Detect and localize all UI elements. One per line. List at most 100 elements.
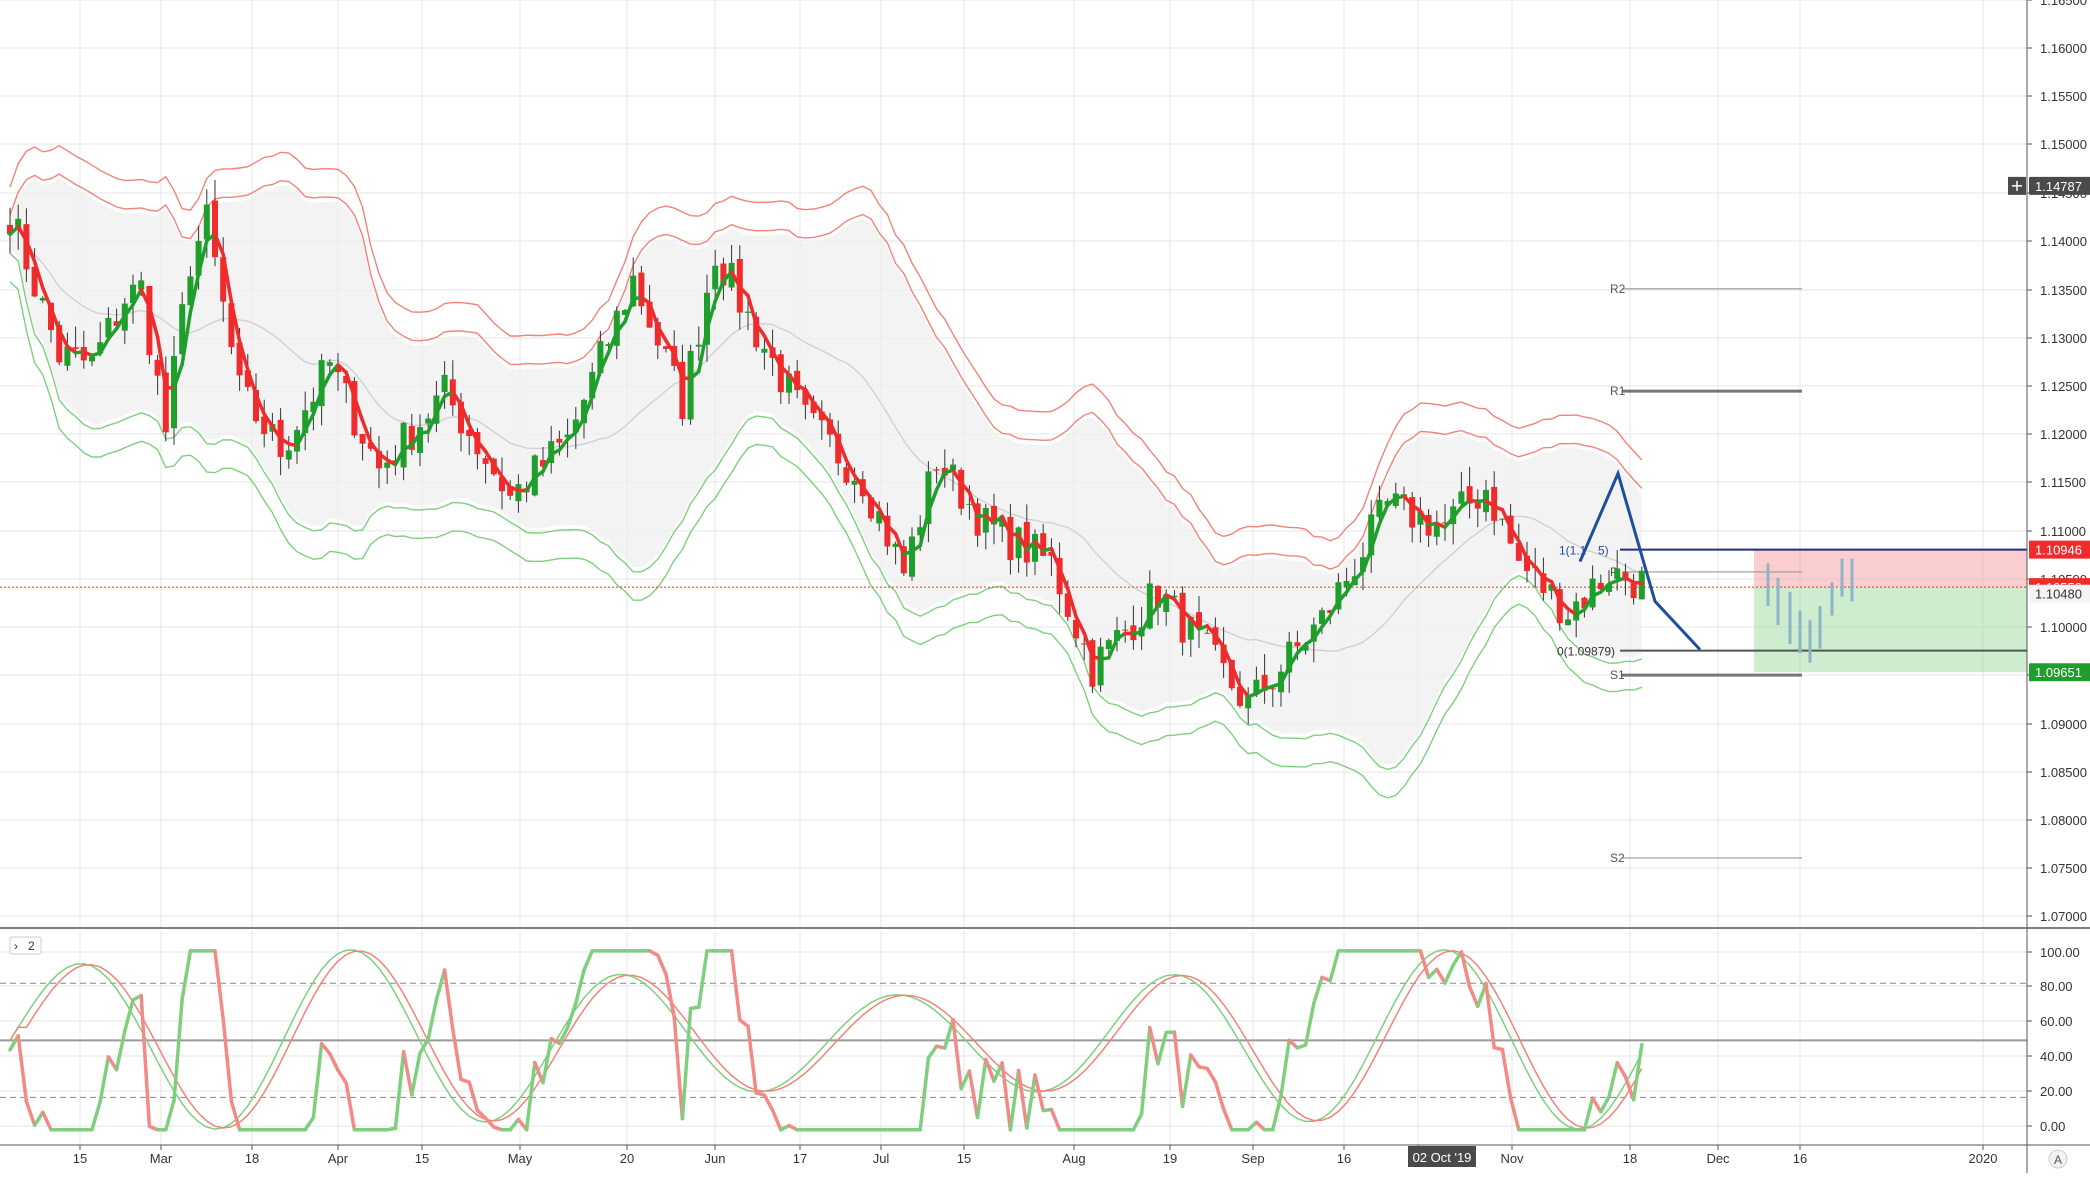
pivot-label-r1: R1: [1610, 384, 1626, 398]
candle: [417, 427, 423, 453]
candle: [893, 544, 899, 547]
candle: [1565, 619, 1571, 625]
cursor-date-label: 02 Oct '19: [1413, 1150, 1472, 1165]
candle: [204, 204, 210, 239]
candle: [1590, 579, 1596, 608]
candle: [1007, 517, 1013, 560]
candle: [89, 357, 95, 362]
candle: [909, 536, 915, 576]
price-tag-label: 1.14787: [2035, 179, 2082, 194]
osc-tick-label: 40.00: [2040, 1049, 2073, 1064]
candle: [171, 356, 177, 428]
price-tick-label: 1.09000: [2040, 717, 2087, 732]
candle: [286, 450, 292, 459]
candle: [556, 439, 562, 443]
candle: [1032, 534, 1038, 562]
candle: [1024, 522, 1030, 563]
crosshair-plus-icon: [2008, 177, 2026, 195]
candle: [1614, 568, 1620, 578]
price-tick-label: 1.15000: [2040, 137, 2087, 152]
candle: [761, 349, 767, 353]
candle: [1475, 503, 1481, 509]
candle: [843, 467, 849, 483]
time-tick-label: Nov: [1500, 1151, 1524, 1166]
time-tick-label: 2020: [1969, 1151, 1998, 1166]
osc-tick-label: 0.00: [2040, 1119, 2065, 1134]
candle: [483, 458, 489, 464]
candle: [1573, 601, 1579, 620]
price-tick-label: 1.11000: [2040, 524, 2086, 539]
candle: [515, 484, 521, 501]
candle: [1180, 593, 1186, 643]
candle: [327, 362, 333, 366]
indicator-label-chevron: ›: [14, 939, 18, 953]
candle: [638, 273, 644, 307]
time-tick-label: Aug: [1062, 1151, 1085, 1166]
indicator-label-text: 2: [28, 939, 35, 953]
candle: [1631, 583, 1637, 598]
price-tick-label: 1.15500: [2040, 89, 2087, 104]
candle: [1204, 633, 1210, 634]
time-tick-label: 17: [793, 1151, 807, 1166]
candle: [1122, 630, 1128, 631]
time-tick-label: 16: [1793, 1151, 1807, 1166]
candle: [966, 504, 972, 505]
candle: [212, 201, 218, 258]
time-tick-label: 18: [1623, 1151, 1637, 1166]
candle: [425, 419, 431, 424]
price-tick-label: 1.07000: [2040, 909, 2087, 924]
candle: [1458, 491, 1464, 503]
candle: [1376, 500, 1382, 517]
pivot-label-s1: S1: [1610, 668, 1625, 682]
time-tick-label: Jul: [873, 1151, 890, 1166]
candle: [696, 345, 702, 347]
candle: [360, 434, 366, 444]
candle: [1098, 647, 1104, 686]
time-tick-label: 19: [1163, 1151, 1177, 1166]
price-tick-label: 1.07500: [2040, 861, 2087, 876]
price-tag-label: 1.10480: [2035, 587, 2082, 602]
price-tick-label: 1.13000: [2040, 331, 2087, 346]
time-tick-label: Apr: [328, 1151, 349, 1166]
price-tick-label: 1.08500: [2040, 765, 2087, 780]
time-tick-label: 15: [957, 1151, 971, 1166]
candle: [73, 347, 79, 349]
time-tick-label: 20: [620, 1151, 634, 1166]
price-tick-label: 1.16500: [2040, 0, 2087, 8]
price-tick-label: 1.12000: [2040, 427, 2087, 442]
indicator-label: ›2: [10, 937, 41, 954]
candle: [1499, 519, 1505, 520]
price-tick-label: 1.13500: [2040, 283, 2087, 298]
price-tick-label: 1.08000: [2040, 813, 2087, 828]
candle: [958, 470, 964, 509]
candle: [934, 469, 940, 470]
price-tick-label: 1.14000: [2040, 234, 2087, 249]
price-tag-label: 1.09651: [2035, 665, 2082, 680]
candle: [745, 312, 751, 313]
time-tick-label: Mar: [150, 1151, 173, 1166]
candle: [983, 508, 989, 533]
osc-tick-label: 60.00: [2040, 1014, 2073, 1029]
candle: [155, 360, 161, 376]
fib-top-label-tail: 5): [1598, 544, 1609, 558]
time-tick-label: 15: [73, 1151, 87, 1166]
candle: [401, 423, 407, 468]
auto-scale-button[interactable]: A: [2049, 1150, 2067, 1168]
candle: [1106, 640, 1112, 649]
price-tag-label: 1.10946: [2035, 543, 2082, 558]
ma-segment: [1634, 582, 1642, 583]
candle: [442, 375, 448, 392]
time-tick-label: Jun: [705, 1151, 726, 1166]
stop-zone: [1754, 550, 2027, 587]
price-tick-label: 1.16000: [2040, 41, 2087, 56]
osc-tick-label: 100.00: [2040, 945, 2080, 960]
osc-tick-label: 20.00: [2040, 1084, 2073, 1099]
candle: [688, 351, 694, 420]
candle: [40, 298, 46, 301]
price-tick-label: 1.10000: [2040, 620, 2087, 635]
osc-tick-label: 80.00: [2040, 979, 2073, 994]
candle: [1294, 642, 1300, 646]
time-tick-label: 15: [415, 1151, 429, 1166]
time-tick-label: 16: [1337, 1151, 1351, 1166]
